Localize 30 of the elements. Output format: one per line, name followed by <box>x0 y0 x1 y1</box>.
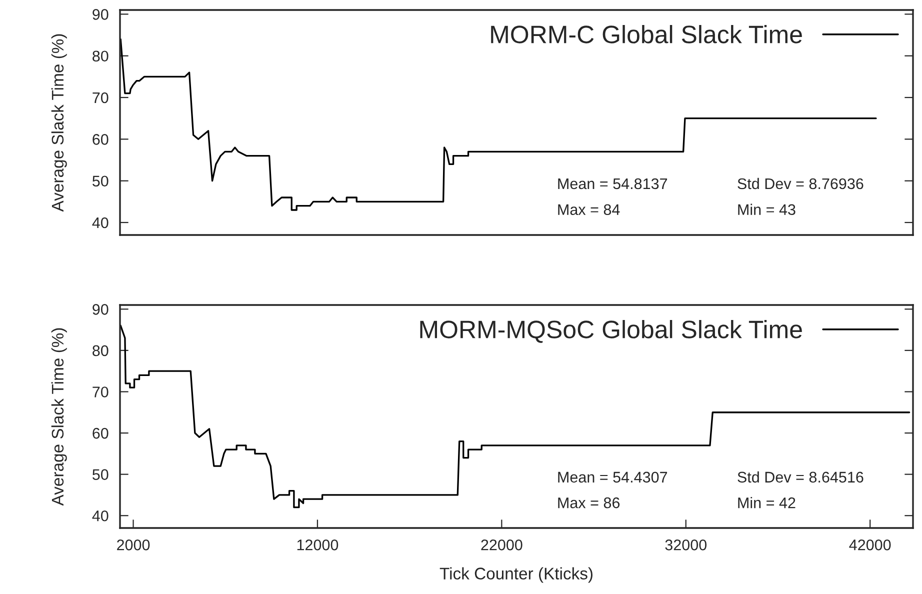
y-tick-label: 50 <box>92 176 108 187</box>
y-tick-label: 80 <box>92 50 108 62</box>
annotation: Mean = 54.4307 <box>558 472 668 483</box>
x-tick-label: 12000 <box>297 540 338 550</box>
y-tick-label: 90 <box>92 304 108 315</box>
y-tick-label: 70 <box>92 386 108 398</box>
annotation: Min = 42 <box>738 497 796 508</box>
x-tick-label: 22000 <box>481 540 522 550</box>
x-axis-title: Tick Counter (Kticks) <box>440 567 592 583</box>
annotation: Max = 84 <box>558 204 620 216</box>
legend-label: MORM-C Global Slack Time <box>491 25 802 44</box>
annotation: Std Dev = 8.76936 <box>738 178 864 190</box>
y-tick-label: 60 <box>92 428 108 439</box>
x-tick-label: 42000 <box>849 540 891 550</box>
y-tick-label: 40 <box>92 217 108 228</box>
y-axis-title: Average Slack Time (%) <box>51 328 67 506</box>
x-tick-label: 32000 <box>665 540 707 550</box>
y-tick-label: 40 <box>92 510 108 522</box>
annotation: Mean = 54.8137 <box>558 178 668 190</box>
annotation: Min = 43 <box>738 204 796 216</box>
y-tick-label: 70 <box>92 92 108 104</box>
y-tick-label: 50 <box>92 469 108 480</box>
x-tick-label: 2000 <box>117 540 150 550</box>
annotation: Max = 86 <box>558 497 620 508</box>
y-tick-label: 60 <box>92 134 108 145</box>
y-tick-label: 80 <box>92 345 108 356</box>
legend-label: MORM-MQSoC Global Slack Time <box>420 320 802 343</box>
y-tick-label: 90 <box>92 9 108 20</box>
y-axis-title: Average Slack Time (%) <box>51 34 67 212</box>
annotation: Std Dev = 8.64516 <box>738 471 864 483</box>
